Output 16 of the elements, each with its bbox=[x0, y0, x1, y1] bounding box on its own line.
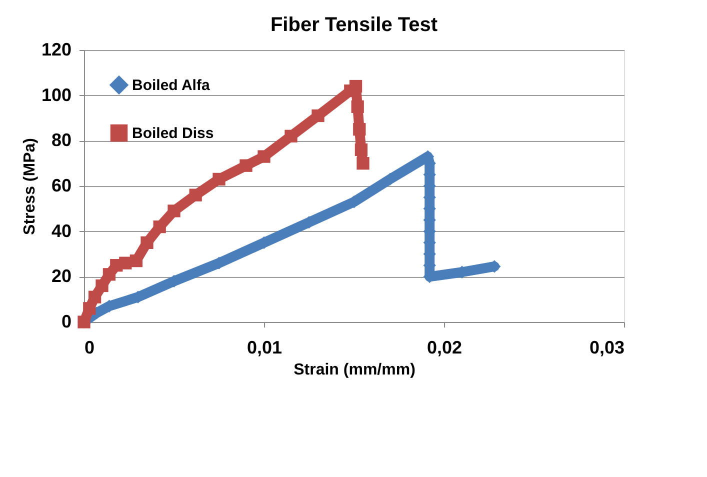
y-tick-label: 0 bbox=[61, 312, 72, 332]
legend-label: Boiled Diss bbox=[132, 125, 214, 142]
y-tick-label: 100 bbox=[41, 84, 72, 105]
y-tick-label: 20 bbox=[51, 266, 72, 286]
x-axis-title: Strain (mm/mm) bbox=[294, 362, 416, 378]
legend-label: Boiled Alfa bbox=[132, 77, 210, 94]
x-tick-label: 0 bbox=[84, 338, 95, 358]
y-tick-label: 60 bbox=[51, 176, 72, 196]
x-tick-label: 0,01 bbox=[246, 338, 282, 358]
y-axis-title: Stress (MPa) bbox=[21, 138, 38, 235]
y-tick-label: 40 bbox=[51, 220, 72, 241]
y-tick-label: 80 bbox=[51, 130, 72, 150]
y-tick-label: 120 bbox=[41, 40, 72, 60]
x-tick-label: 0,02 bbox=[426, 338, 462, 358]
chart-title: Fiber Tensile Test bbox=[270, 14, 438, 36]
x-tick-label: 0,03 bbox=[589, 338, 624, 358]
